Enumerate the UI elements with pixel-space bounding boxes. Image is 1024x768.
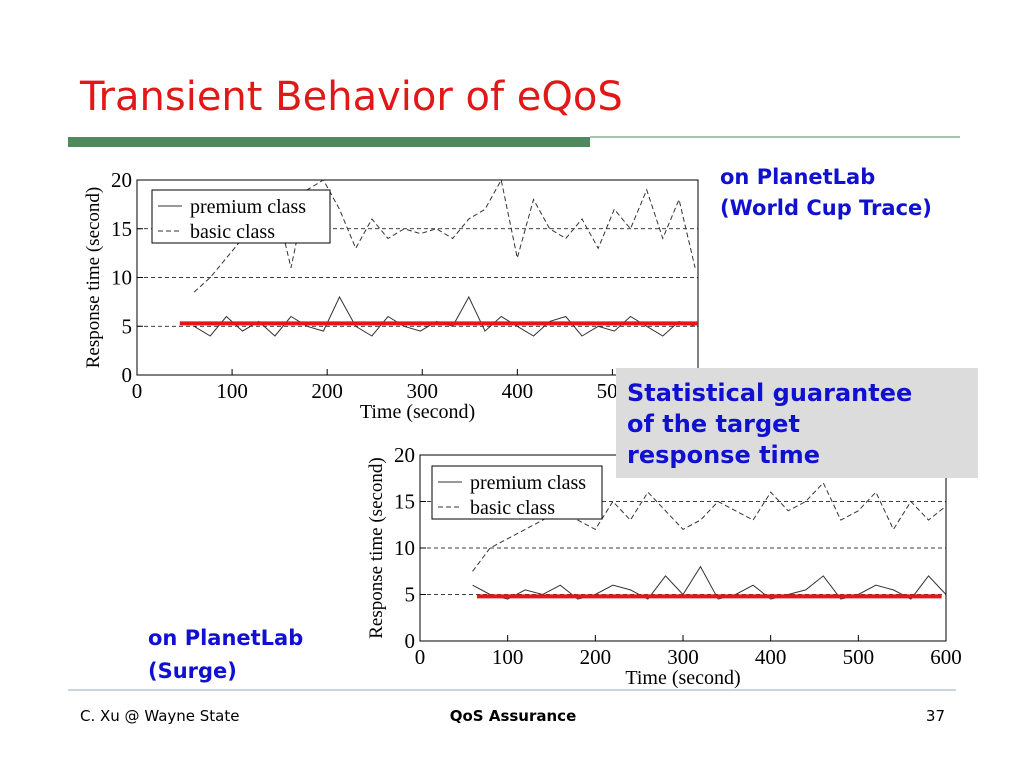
footer-center: QoS Assurance [450, 707, 577, 725]
annotation-line: (Surge) [148, 659, 237, 683]
annotation-line: on PlanetLab [720, 165, 875, 189]
y-tick-label: 0 [122, 363, 133, 387]
legend-label: basic class [190, 221, 275, 243]
x-tick-label: 400 [502, 379, 534, 403]
legend-box [431, 465, 603, 520]
x-axis-label: Time (second) [360, 401, 475, 423]
x-tick-label: 300 [667, 645, 699, 669]
legend-label: basic class [470, 497, 555, 519]
footer-right: 37 [926, 707, 945, 725]
y-axis-label: Response time (second) [366, 457, 387, 639]
annotation-line: response time [627, 441, 820, 469]
legend-label: premium class [470, 472, 586, 494]
x-tick-label: 300 [407, 379, 439, 403]
annotation-line: on PlanetLab [148, 626, 303, 650]
x-tick-label: 500 [843, 645, 875, 669]
series-line [193, 178, 696, 293]
footer-left: C. Xu @ Wayne State [80, 707, 239, 725]
x-tick-label: 100 [216, 379, 248, 403]
title-bar [68, 137, 590, 147]
y-tick-label: 10 [111, 266, 132, 290]
y-tick-label: 0 [405, 629, 416, 653]
slide-title: Transient Behavior of eQoS [79, 74, 623, 120]
annotation-line: of the target [627, 410, 800, 438]
x-tick-label: 600 [930, 645, 962, 669]
y-tick-label: 5 [405, 583, 416, 607]
y-tick-label: 20 [111, 168, 132, 192]
x-tick-label: 200 [580, 645, 612, 669]
series-line [472, 565, 947, 600]
y-tick-label: 20 [394, 443, 415, 467]
x-tick-label: 200 [311, 379, 343, 403]
y-tick-label: 5 [122, 314, 133, 338]
x-axis-label: Time (second) [625, 667, 740, 689]
x-tick-label: 100 [492, 645, 524, 669]
legend-label: premium class [190, 196, 306, 218]
y-tick-label: 15 [394, 490, 415, 514]
y-tick-label: 10 [394, 536, 415, 560]
x-tick-label: 0 [132, 379, 143, 403]
y-axis-label: Response time (second) [83, 187, 104, 369]
annotation-line: (World Cup Trace) [720, 196, 932, 220]
annotation-line: Statistical guarantee [627, 379, 912, 407]
callout-box [616, 368, 978, 478]
y-tick-label: 15 [111, 217, 132, 241]
legend-box [151, 189, 331, 244]
x-tick-label: 400 [755, 645, 787, 669]
x-tick-label: 0 [415, 645, 426, 669]
